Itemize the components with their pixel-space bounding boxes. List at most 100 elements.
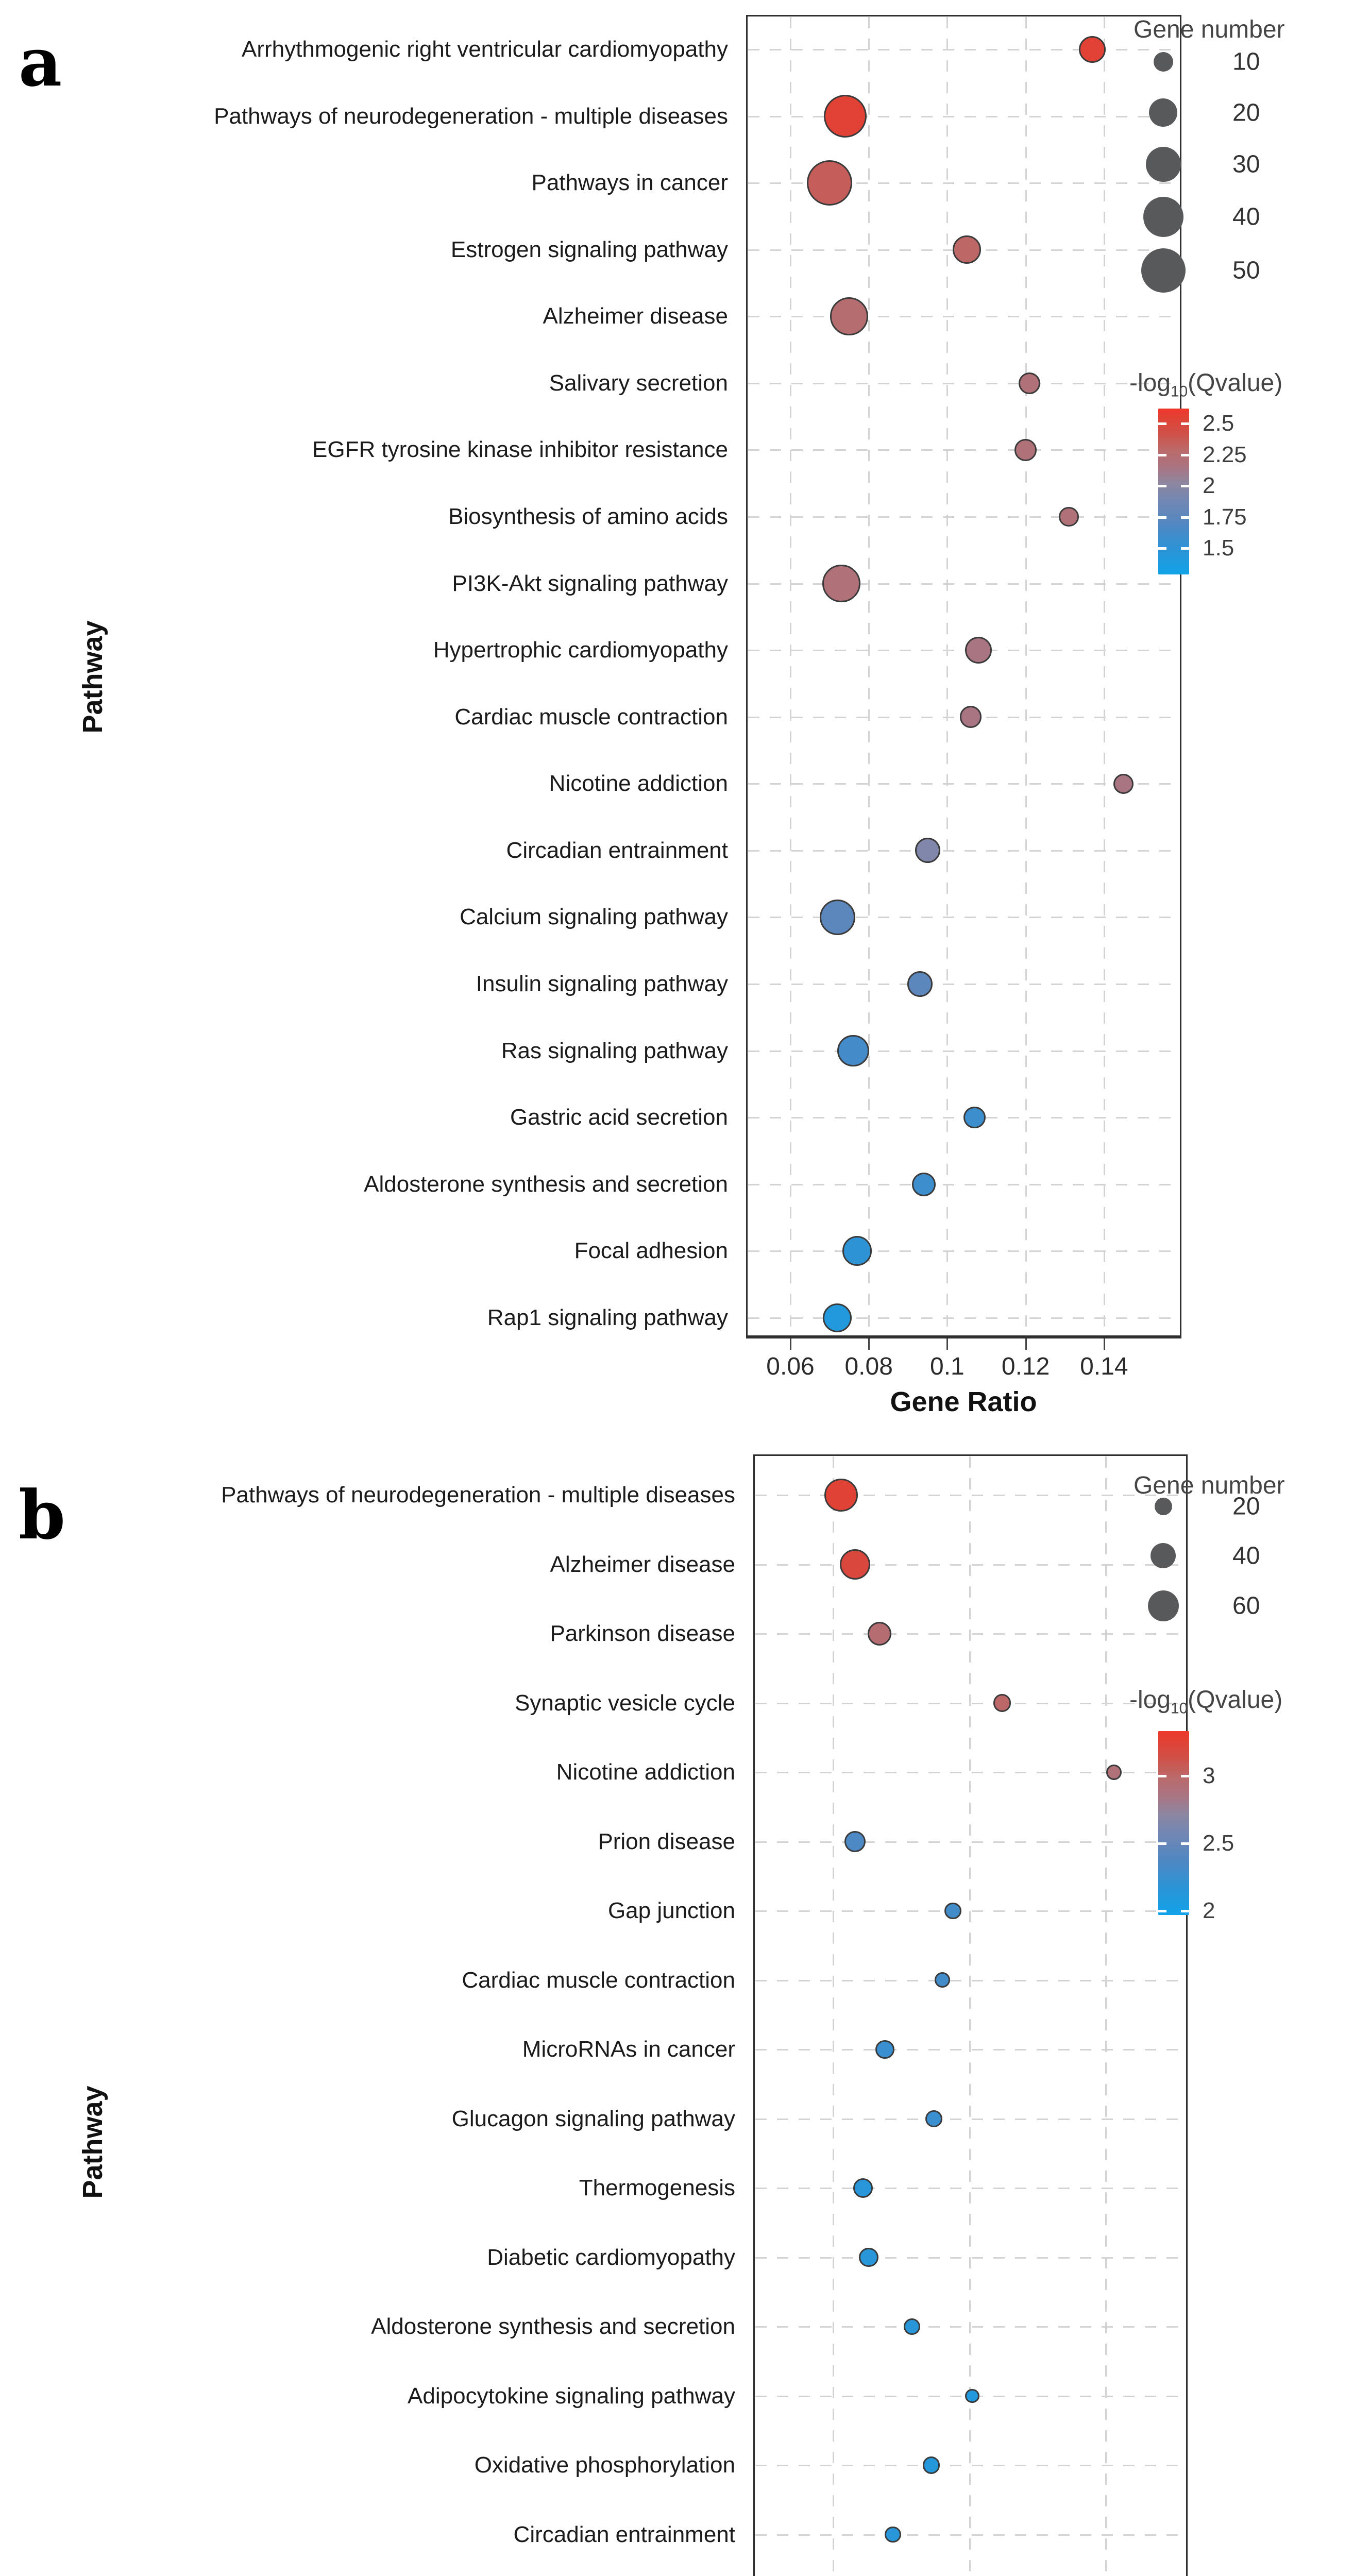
pathway-label: Insulin signaling pathway <box>476 971 728 996</box>
x-tick-mark <box>790 1338 791 1350</box>
color-legend-tick-label: 1.5 <box>1203 535 1234 561</box>
color-legend-tick-notch <box>1158 516 1166 519</box>
size-legend-bubble <box>1153 52 1174 72</box>
color-legend-title-suffix: (Qvalue) <box>1188 1686 1283 1714</box>
gridline-vertical <box>946 17 949 1335</box>
color-legend-tick-notch <box>1181 1774 1189 1777</box>
pathway-label: Thermogenesis <box>579 2175 735 2200</box>
color-legend-title: -log10(Qvalue) <box>1129 1686 1282 1718</box>
pathway-label: Ras signaling pathway <box>501 1038 728 1063</box>
x-tick-label: 0.08 <box>844 1353 893 1380</box>
pathway-label: Glucagon signaling pathway <box>451 2106 735 2131</box>
color-legend-tick-notch <box>1158 1842 1166 1845</box>
y-axis-title: Pathway <box>77 2086 108 2199</box>
gridline-horizontal <box>755 2049 1186 2050</box>
gridline-horizontal <box>748 516 1179 518</box>
pathway-label: Aldosterone synthesis and secretion <box>371 2314 735 2339</box>
color-legend-tick-label: 1.75 <box>1203 504 1247 530</box>
size-legend-label: 10 <box>1232 48 1260 76</box>
gridline-horizontal <box>748 182 1179 184</box>
gridline-vertical <box>1105 1456 1107 2576</box>
size-legend-bubble <box>1147 1590 1179 1621</box>
pathway-label: Cardiac muscle contraction <box>462 1967 735 1993</box>
size-legend-bubble <box>1154 1497 1173 1516</box>
data-point-bubble <box>1058 506 1079 527</box>
gridline-horizontal <box>755 2188 1186 2189</box>
size-legend-bubble <box>1151 1543 1176 1569</box>
gridline-horizontal <box>755 2326 1186 2328</box>
size-legend-label: 20 <box>1232 99 1260 127</box>
pathway-label: Oxidative phosphorylation <box>474 2452 735 2478</box>
data-point-bubble <box>934 1972 950 1988</box>
gridline-horizontal <box>755 1979 1186 1981</box>
color-legend-tick-notch <box>1181 516 1189 519</box>
data-point-bubble <box>823 1303 852 1332</box>
color-legend-tick-notch <box>1181 453 1189 456</box>
data-point-bubble <box>952 235 981 264</box>
color-legend-tick-notch <box>1181 485 1189 488</box>
data-point-bubble <box>824 1478 858 1512</box>
gridline-horizontal <box>748 850 1179 852</box>
data-point-bubble <box>993 1694 1011 1712</box>
gridline-horizontal <box>755 1495 1186 1496</box>
pathway-label: Nicotine addiction <box>549 771 728 796</box>
color-legend-tick-notch <box>1158 453 1166 456</box>
gridline-vertical <box>868 17 870 1335</box>
color-legend-title-sub: 10 <box>1171 383 1188 400</box>
data-point-bubble <box>963 1106 986 1129</box>
gridline-horizontal <box>755 1841 1186 1843</box>
size-legend-bubble <box>1149 98 1178 127</box>
data-point-bubble <box>965 637 992 664</box>
data-point-bubble <box>915 838 940 863</box>
size-legend-label: 60 <box>1232 1592 1260 1620</box>
pathway-label: Parkinson disease <box>550 1621 735 1646</box>
size-legend-title: Gene number <box>1134 16 1285 43</box>
size-legend-label: 40 <box>1232 203 1260 231</box>
pathway-label: EGFR tyrosine kinase inhibitor resistanc… <box>312 437 728 463</box>
data-point-bubble <box>1018 372 1041 395</box>
gridline-horizontal <box>755 2465 1186 2466</box>
color-legend-tick-notch <box>1158 422 1166 426</box>
gridline-horizontal <box>755 1633 1186 1635</box>
size-legend-label: 40 <box>1232 1542 1260 1570</box>
gridline-horizontal <box>755 2257 1186 2259</box>
color-legend-tick-label: 2 <box>1203 1898 1215 1924</box>
gridline-horizontal <box>748 650 1179 652</box>
data-point-bubble <box>842 1236 872 1266</box>
x-tick-label: 0.12 <box>1001 1353 1050 1380</box>
data-point-bubble <box>830 297 869 336</box>
pathway-label: Circadian entrainment <box>513 2521 735 2547</box>
gridline-horizontal <box>748 917 1179 919</box>
gridline-vertical <box>1025 17 1027 1335</box>
data-point-bubble <box>822 564 860 603</box>
pathway-label: Aldosterone synthesis and secretion <box>364 1171 728 1197</box>
size-legend-bubble <box>1146 147 1181 182</box>
pathway-label: Prion disease <box>598 1828 735 1854</box>
color-legend-bar <box>1158 409 1189 574</box>
gridline-horizontal <box>748 1250 1179 1252</box>
pathway-label: PI3K-Akt signaling pathway <box>452 570 728 596</box>
data-point-bubble <box>1106 1764 1122 1780</box>
pathway-label: Gap junction <box>607 1898 735 1923</box>
plot-area <box>746 15 1181 1338</box>
pathway-label: Diabetic cardiomyopathy <box>487 2244 735 2270</box>
x-axis-title: Gene Ratio <box>890 1386 1037 1417</box>
data-point-bubble <box>875 2040 894 2059</box>
gridline-horizontal <box>748 316 1179 318</box>
gridline-horizontal <box>748 1183 1179 1185</box>
gridline-horizontal <box>748 1050 1179 1052</box>
pathway-label: Calcium signaling pathway <box>460 904 728 930</box>
data-point-bubble <box>959 706 982 728</box>
data-point-bubble <box>904 2318 921 2335</box>
size-legend-bubble <box>1143 197 1183 237</box>
pathway-label: Biosynthesis of amino acids <box>448 503 728 529</box>
gridline-horizontal <box>748 449 1179 451</box>
data-point-bubble <box>885 2526 902 2543</box>
panel-letter: b <box>19 1476 65 1554</box>
data-point-bubble <box>907 971 933 997</box>
color-legend-bar <box>1158 1731 1189 1915</box>
data-point-bubble <box>922 2456 940 2474</box>
gridline-vertical <box>790 17 791 1335</box>
pathway-label: Hypertrophic cardiomyopathy <box>433 637 728 663</box>
color-legend-title: -log10(Qvalue) <box>1129 369 1282 401</box>
